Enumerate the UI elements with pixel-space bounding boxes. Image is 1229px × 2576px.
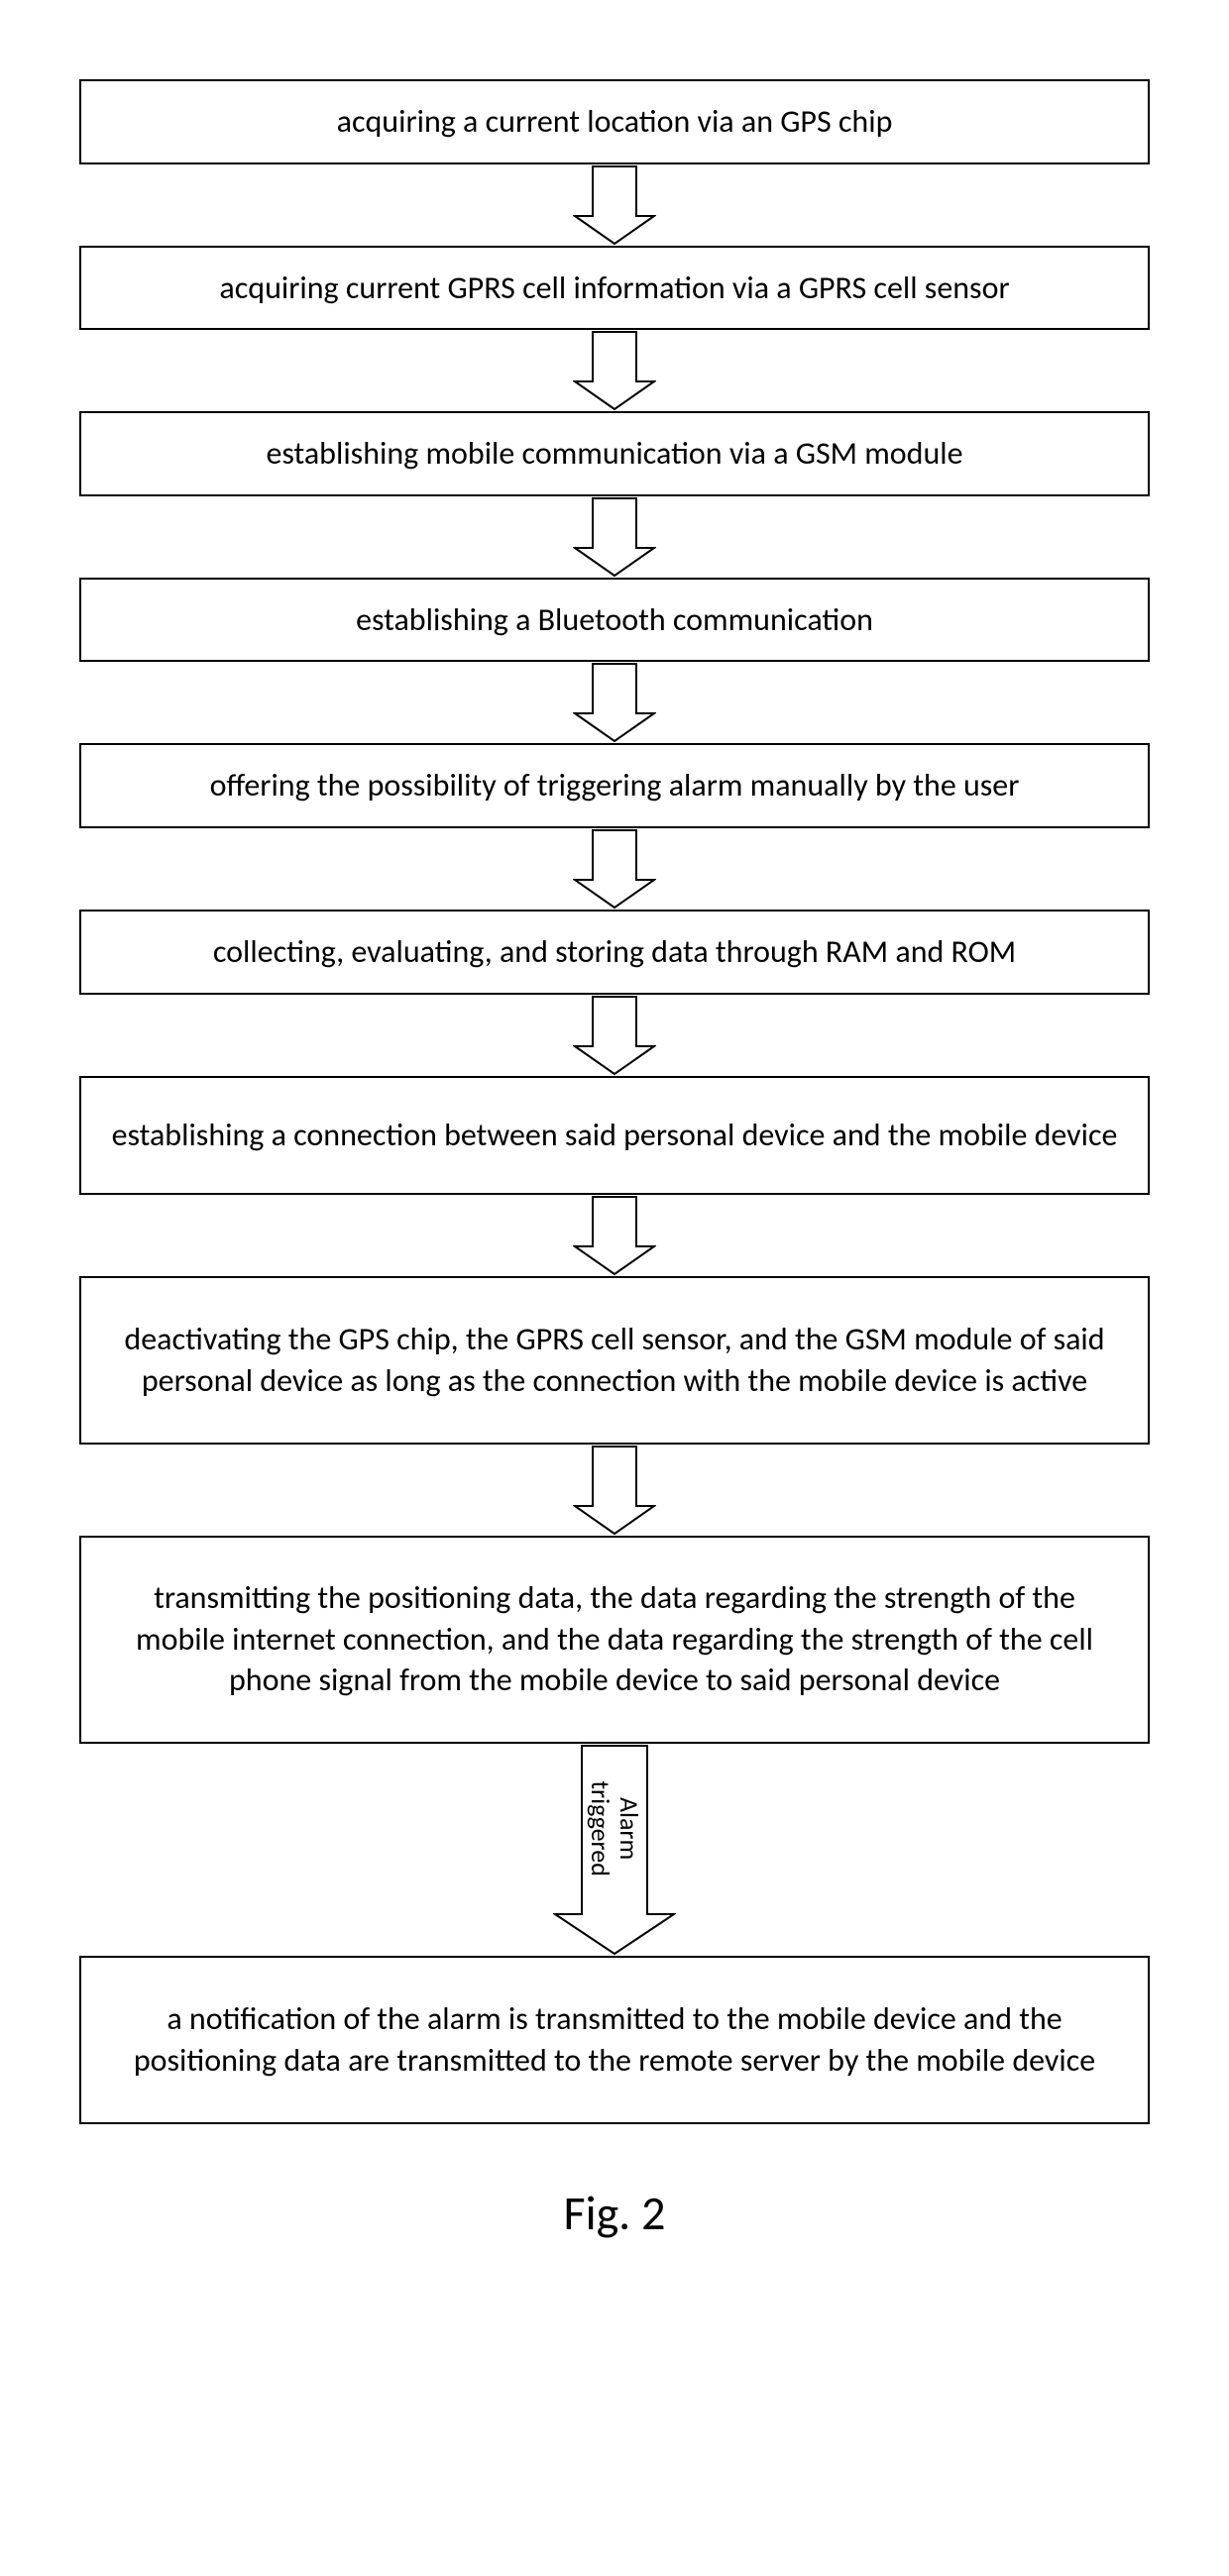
flow-arrow-4	[573, 662, 656, 743]
arrow-down-icon	[573, 1445, 656, 1536]
flow-step-6: collecting, evaluating, and storing data…	[79, 910, 1150, 995]
arrow-down-icon	[573, 662, 656, 743]
flow-step-3: establishing mobile communication via a …	[79, 411, 1150, 496]
flow-arrow-6	[573, 995, 656, 1076]
flow-arrow-2	[573, 330, 656, 411]
flow-arrow-3	[573, 496, 656, 578]
flowchart-container: acquiring a current location via an GPS …	[0, 0, 1229, 2302]
arrow-down-icon	[573, 164, 656, 246]
flow-step-7: establishing a connection between said p…	[79, 1076, 1150, 1195]
figure-label: Fig. 2	[564, 2184, 666, 2242]
flow-step-1: acquiring a current location via an GPS …	[79, 79, 1150, 164]
arrow-label: Alarmtriggered	[553, 1744, 676, 1914]
flow-step-2: acquiring current GPRS cell information …	[79, 246, 1150, 331]
flow-arrow-5	[573, 828, 656, 910]
flow-step-5: offering the possibility of triggering a…	[79, 743, 1150, 828]
flow-step-8: deactivating the GPS chip, the GPRS cell…	[79, 1276, 1150, 1445]
arrow-down-icon	[573, 828, 656, 910]
flow-arrow-9: Alarmtriggered	[553, 1744, 676, 1956]
arrow-down-icon	[573, 330, 656, 411]
arrow-label-text: Alarmtriggered	[586, 1780, 642, 1877]
arrow-down-icon	[573, 496, 656, 578]
arrow-down-icon	[573, 1195, 656, 1276]
flow-arrow-7	[573, 1195, 656, 1276]
flow-step-9: transmitting the positioning data, the d…	[79, 1536, 1150, 1744]
flow-step-10: a notification of the alarm is transmitt…	[79, 1956, 1150, 2124]
flow-arrow-8	[573, 1445, 656, 1536]
arrow-down-icon	[573, 995, 656, 1076]
flow-arrow-1	[573, 164, 656, 246]
flow-step-4: establishing a Bluetooth communication	[79, 578, 1150, 663]
